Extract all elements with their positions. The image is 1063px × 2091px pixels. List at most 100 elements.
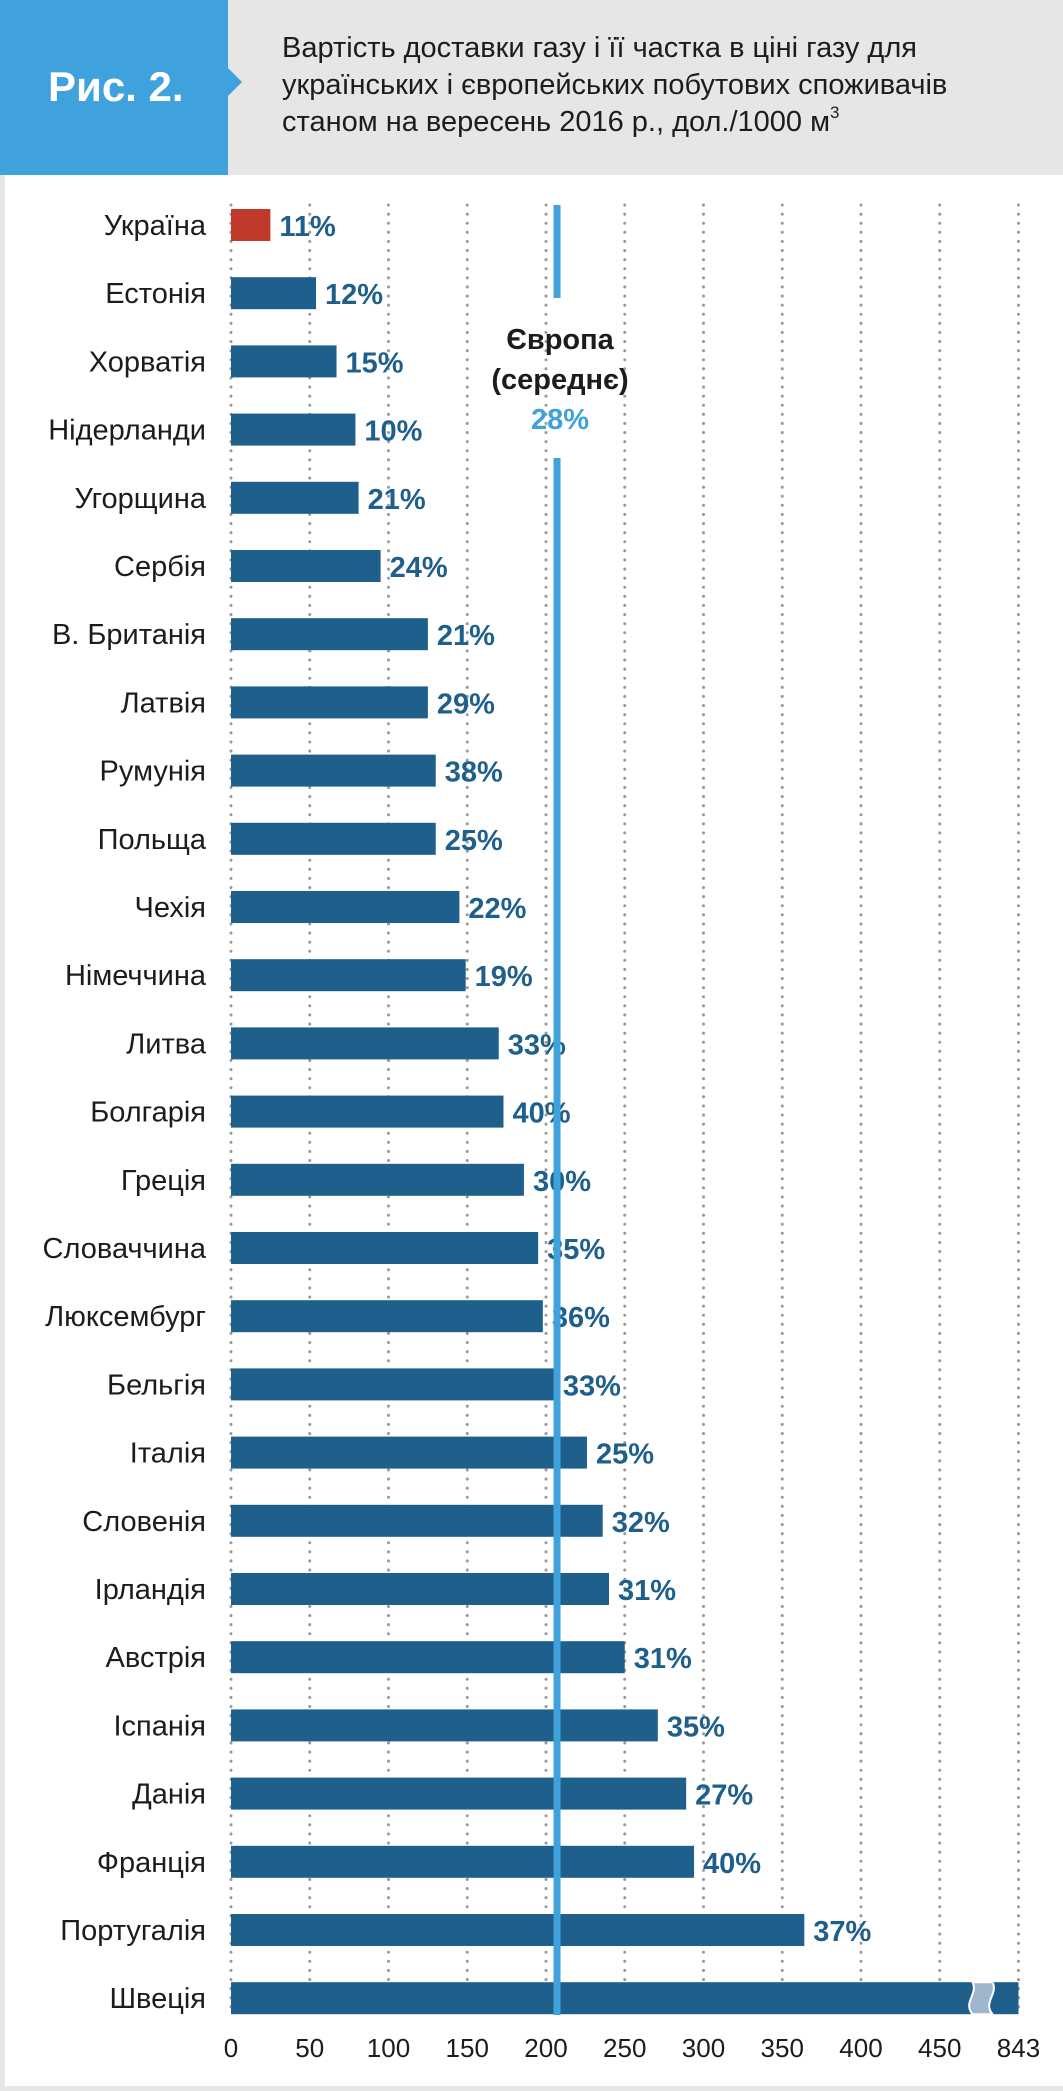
plot-background xyxy=(5,175,1063,2086)
bar-14 xyxy=(231,1095,504,1128)
share-label: 21% xyxy=(368,484,426,516)
category-label: Польща xyxy=(98,824,207,856)
category-label: Греція xyxy=(121,1165,206,1197)
bar-3 xyxy=(231,345,337,378)
share-label: 21% xyxy=(437,620,495,652)
bar-19 xyxy=(231,1436,587,1469)
tick-label: 100 xyxy=(367,2033,410,2063)
share-label: 24% xyxy=(390,552,448,584)
category-label: Естонія xyxy=(105,278,206,310)
share-label: 38% xyxy=(445,757,503,789)
category-label: Іспанія xyxy=(113,1710,206,1742)
bar-27 xyxy=(231,1982,1019,2015)
share-label: 32% xyxy=(612,1507,670,1539)
tick-label: 0 xyxy=(224,2033,238,2063)
bars xyxy=(231,209,1019,2016)
bar-20 xyxy=(231,1504,603,1537)
bar-21 xyxy=(231,1573,609,1605)
axis-break-marker xyxy=(968,1981,995,2016)
share-label: 40% xyxy=(703,1848,761,1880)
category-label: Нідерланди xyxy=(48,415,206,447)
category-label: Україна xyxy=(104,210,207,242)
bar-26 xyxy=(231,1914,805,1946)
category-label: Латвія xyxy=(121,687,206,719)
figure-number: Рис. 2. xyxy=(48,63,184,110)
average-label-line-2: (середнє) xyxy=(491,364,628,396)
share-label: 33% xyxy=(563,1370,621,1402)
average-line-group: Європа (середнє) 28% xyxy=(491,205,629,2015)
bar-5 xyxy=(231,481,359,514)
bar-23 xyxy=(231,1709,658,1742)
tick-label: 350 xyxy=(761,2033,804,2063)
bar-10 xyxy=(231,822,436,855)
category-label: Румунія xyxy=(100,756,206,788)
share-label: 19% xyxy=(475,961,533,993)
category-label: Хорватія xyxy=(89,346,206,378)
bar-22 xyxy=(231,1641,625,1674)
category-label: Бельгія xyxy=(107,1369,206,1401)
bar-18 xyxy=(231,1368,554,1401)
bar-4 xyxy=(231,413,356,446)
tick-label: 400 xyxy=(839,2033,882,2063)
chart-title: Вартість доставки газу і її частка в цін… xyxy=(282,30,1042,141)
share-label: 35% xyxy=(667,1711,725,1743)
bar-16 xyxy=(231,1232,539,1264)
chart-title-line-1: Вартість доставки газу і її частка в цін… xyxy=(282,32,917,64)
category-label: Португалія xyxy=(60,1915,206,1947)
share-label: 12% xyxy=(325,279,383,311)
share-label: 37% xyxy=(813,1916,871,1948)
category-label: Чехія xyxy=(135,892,206,924)
chart-title-line-2: українських і європейських побутових спо… xyxy=(282,69,948,101)
share-label: 25% xyxy=(596,1439,654,1471)
tick-label: 150 xyxy=(446,2033,489,2063)
category-label: Угорщина xyxy=(74,483,206,515)
average-label-line-1: Європа xyxy=(506,324,614,356)
bar-8 xyxy=(231,686,428,719)
bar-2 xyxy=(231,277,317,310)
bar-7 xyxy=(231,618,428,651)
category-label: Данія xyxy=(132,1779,206,1811)
category-label: В. Британія xyxy=(52,619,206,651)
share-label: 40% xyxy=(512,1098,570,1130)
category-label: Люксембург xyxy=(45,1301,206,1333)
bar-9 xyxy=(231,754,436,787)
share-label: 22% xyxy=(468,893,526,925)
tick-label: 450 xyxy=(918,2033,961,2063)
category-label: Болгарія xyxy=(90,1097,206,1129)
share-label: 10% xyxy=(364,416,422,448)
category-label: Італія xyxy=(130,1438,206,1470)
share-label: 31% xyxy=(634,1643,692,1675)
average-percent: 28% xyxy=(531,404,589,436)
bar-13 xyxy=(231,1027,499,1060)
share-label: 30% xyxy=(533,1166,591,1198)
bar-25 xyxy=(231,1845,695,1878)
category-label: Ірландія xyxy=(95,1574,206,1606)
tick-label: 300 xyxy=(682,2033,725,2063)
tick-label: 250 xyxy=(603,2033,646,2063)
bar-24 xyxy=(231,1777,687,1810)
figure-badge xyxy=(0,0,242,175)
category-label: Словенія xyxy=(82,1506,206,1538)
bar-15 xyxy=(231,1163,524,1196)
share-label: 31% xyxy=(618,1575,676,1607)
share-label: 25% xyxy=(445,825,503,857)
share-label: 15% xyxy=(346,347,404,379)
category-label: Франція xyxy=(97,1847,206,1879)
bar-11 xyxy=(231,891,460,923)
category-label: Сербія xyxy=(114,551,206,583)
tick-label: 200 xyxy=(524,2033,567,2063)
share-label: 27% xyxy=(695,1780,753,1812)
bar-12 xyxy=(231,959,466,992)
bar-6 xyxy=(231,550,381,582)
category-label: Словаччина xyxy=(43,1233,207,1265)
chart-title-superscript: 3 xyxy=(830,103,840,122)
tick-label: 843 xyxy=(997,2033,1040,2063)
tick-label: 50 xyxy=(295,2033,324,2063)
category-label: Німеччина xyxy=(65,960,207,992)
bar-1 xyxy=(231,209,271,241)
bar-17 xyxy=(231,1300,543,1333)
share-label: 29% xyxy=(437,688,495,720)
category-label: Швеція xyxy=(109,1983,206,2015)
